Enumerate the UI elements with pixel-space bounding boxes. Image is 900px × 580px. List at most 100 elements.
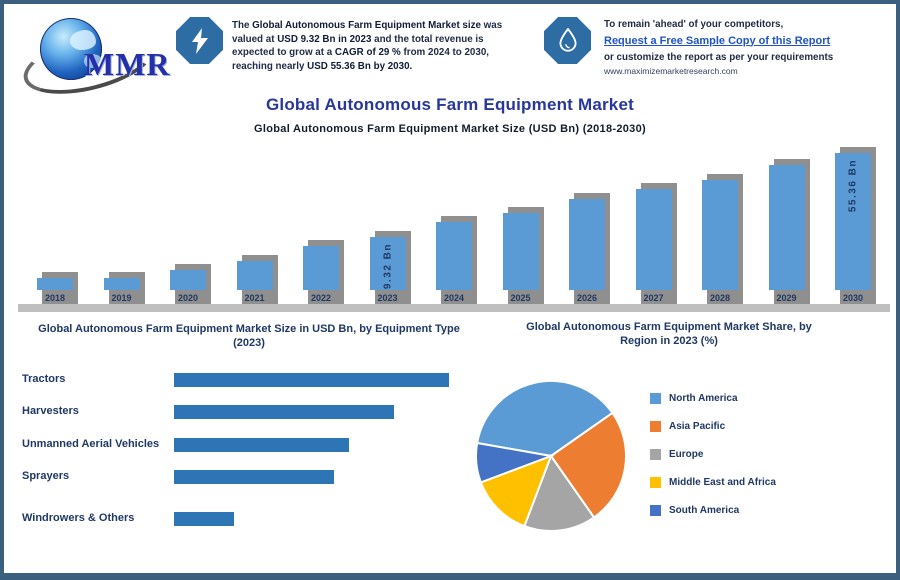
bar-year-label: 2029 [776, 293, 797, 303]
segment-bar [174, 373, 449, 387]
segment-bar [174, 512, 234, 526]
globe-icon [40, 18, 102, 80]
pie-slice-asia-pacific [549, 411, 627, 519]
bar-column-2024: 2024 [423, 144, 485, 304]
segment-row: Sprayers [4, 470, 896, 485]
segment-label: Unmanned Aerial Vehicles [22, 438, 160, 450]
segments-panel-header: Global Autonomous Farm Equipment Market … [38, 323, 460, 350]
segment-label: Windrowers & Others [22, 512, 135, 524]
page-title: Global Autonomous Farm Equipment Market [266, 95, 634, 114]
bar-2028 [702, 180, 738, 290]
pie-slice-europe [523, 453, 596, 532]
segment-bar [174, 470, 334, 484]
bar-2022 [303, 246, 339, 290]
bar-value-label: 55.36 Bn [847, 159, 859, 213]
cta-line2: or customize the report as per your requ… [604, 51, 834, 63]
legend-label: North America [669, 392, 738, 404]
bar-chart-subtitle: Global Autonomous Farm Equipment Market … [254, 123, 646, 135]
bar-2027 [635, 189, 672, 290]
bar-column-2019: 2019 [91, 144, 153, 304]
bar-year-label: 2023 [377, 293, 398, 303]
pie-panel-header: Global Autonomous Farm Equipment Market … [526, 321, 812, 348]
bar-column-2026: 2026 [556, 144, 618, 304]
bar-column-2025: 2025 [490, 144, 552, 304]
market-summary-run: The [232, 20, 253, 31]
cta-website: www.maximizemarketresearch.com [604, 66, 738, 77]
bar-2019 [103, 278, 140, 290]
segment-label: Tractors [22, 373, 66, 385]
logo-text: MMR [84, 46, 171, 82]
cta-line1: To remain 'ahead' of your competitors, [604, 19, 784, 30]
pie-legend: North America Asia Pacific Europe Middle Ea… [650, 392, 776, 532]
legend-swatch [650, 504, 661, 516]
bar-column-2030: 55.36 Bn 2030 [822, 144, 884, 304]
bar-column-2020: 2020 [157, 144, 219, 304]
segment-label: Sprayers [22, 470, 70, 482]
pie-svg [475, 380, 627, 532]
bar-column-2029: 2029 [756, 144, 818, 304]
bar-2029 [768, 165, 805, 290]
bar-2023: 9.32 Bn [369, 237, 406, 290]
legend-swatch [650, 392, 661, 404]
bar-year-label: 2026 [576, 293, 598, 303]
pie-slice-north-america [475, 380, 614, 458]
legend-item: Middle East and Africa [650, 476, 776, 488]
bar-column-2027: 2027 [623, 144, 685, 304]
market-summary-run: USD 55.36 Bn by 2030. [307, 60, 413, 72]
market-summary-text: The Global Autonomous Farm Equipment Mar… [232, 19, 526, 73]
pie-slice-middle-east-and-africa [479, 454, 553, 528]
sample-cta-block: To remain 'ahead' of your competitors, R… [604, 18, 892, 78]
segment-row: Unmanned Aerial Vehicles [4, 438, 896, 453]
segment-row: Tractors [4, 373, 896, 388]
bar-2026 [569, 199, 605, 290]
region-share-pie-chart [471, 376, 631, 536]
legend-label: Europe [669, 448, 704, 460]
market-size-bar-chart: 2018 2019 2020 2021 2022 9.32 Bn 2023 2024 2025 2… [24, 144, 884, 304]
bar-column-2023: 9.32 Bn 2023 [357, 144, 419, 304]
bar-2020 [170, 270, 206, 290]
bar-2021 [236, 261, 273, 290]
market-summary-run: Global Autonomous Farm Equipment Market … [252, 20, 481, 31]
bar-year-label: 2020 [177, 293, 199, 303]
pie-slice-south-america [475, 441, 555, 484]
segment-bar [174, 438, 349, 452]
bar-year-label: 2030 [842, 293, 864, 303]
bar-year-label: 2025 [510, 293, 531, 303]
bar-column-2022: 2022 [290, 144, 352, 304]
bar-2025 [502, 213, 539, 290]
legend-item: North America [650, 392, 776, 404]
mmr-logo: MMR [17, 14, 180, 106]
legend-item: South America [650, 504, 776, 516]
droplet-badge [544, 17, 591, 64]
lightning-icon [191, 27, 208, 54]
market-summary-run: CAGR of 29 % [334, 47, 401, 59]
legend-swatch [650, 476, 661, 488]
legend-label: Asia Pacific [669, 420, 726, 432]
market-summary-run: USD 9.32 Bn in 2023 [277, 33, 372, 45]
bar-column-2018: 2018 [24, 144, 86, 304]
legend-item: Asia Pacific [650, 420, 776, 432]
legend-label: South America [669, 504, 740, 516]
bar-year-label: 2022 [310, 293, 332, 303]
bar-year-label: 2019 [111, 293, 132, 303]
legend-item: Europe [650, 448, 776, 460]
market-summary-run: from 2024 to 2030, reaching nearly [232, 47, 489, 72]
droplet-icon [558, 27, 577, 52]
bar-value-label: 9.32 Bn [382, 243, 393, 290]
segment-bar [174, 405, 394, 419]
market-summary-run: and the total revenue is expected to gro… [232, 33, 484, 59]
bar-2018 [37, 278, 73, 290]
lightning-badge [176, 17, 223, 64]
bar-2024 [436, 222, 472, 290]
bar-column-2021: 2021 [224, 144, 286, 304]
globe-continent-shape [70, 30, 96, 50]
bar-2030: 55.36 Bn [835, 153, 871, 290]
free-sample-link[interactable]: Request a Free Sample Copy of this Repor… [604, 34, 831, 47]
bar-year-label: 2027 [643, 293, 664, 303]
market-summary-run: was valued at [232, 20, 503, 45]
globe-continent-shape [84, 54, 102, 68]
legend-label: Middle East and Africa [669, 476, 776, 488]
bar-year-label: 2018 [44, 293, 66, 303]
x-axis-line [18, 304, 890, 312]
